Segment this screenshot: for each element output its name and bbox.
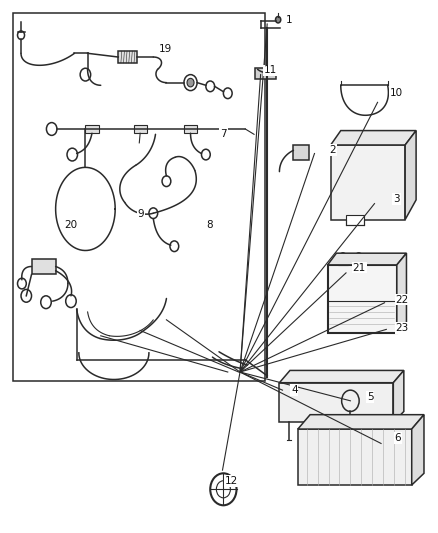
- Text: 9: 9: [138, 209, 145, 219]
- Circle shape: [276, 17, 281, 23]
- Bar: [293, 145, 309, 160]
- Bar: [331, 145, 405, 220]
- Text: 6: 6: [394, 433, 401, 443]
- Text: 22: 22: [396, 295, 409, 304]
- Bar: [328, 265, 397, 333]
- Polygon shape: [279, 370, 404, 383]
- Text: 4: 4: [291, 385, 298, 395]
- Polygon shape: [397, 253, 406, 333]
- Bar: [279, 383, 393, 422]
- Text: 19: 19: [159, 44, 172, 54]
- Text: 21: 21: [353, 263, 366, 272]
- Text: 12: 12: [225, 476, 238, 486]
- Polygon shape: [298, 415, 424, 429]
- Polygon shape: [393, 370, 404, 422]
- Bar: [338, 257, 348, 265]
- Bar: [255, 68, 276, 79]
- Text: 5: 5: [367, 392, 374, 402]
- Text: 8: 8: [206, 220, 213, 230]
- Polygon shape: [328, 253, 406, 265]
- Text: 3: 3: [393, 194, 400, 204]
- Bar: [298, 429, 412, 485]
- Text: 23: 23: [396, 323, 409, 333]
- Bar: [134, 125, 147, 133]
- Bar: [118, 51, 137, 63]
- Bar: [346, 215, 364, 225]
- Text: 10: 10: [390, 88, 403, 98]
- Bar: [184, 125, 197, 133]
- Bar: [354, 257, 364, 265]
- Text: 7: 7: [220, 130, 227, 139]
- FancyBboxPatch shape: [13, 13, 265, 381]
- Text: 2: 2: [329, 146, 336, 155]
- Polygon shape: [331, 131, 416, 145]
- Text: 20: 20: [64, 220, 78, 230]
- Polygon shape: [412, 415, 424, 485]
- Polygon shape: [405, 131, 416, 220]
- Bar: [32, 259, 56, 274]
- Text: 1: 1: [286, 15, 293, 25]
- Circle shape: [187, 78, 194, 87]
- Text: 11: 11: [264, 66, 277, 75]
- Bar: [85, 125, 99, 133]
